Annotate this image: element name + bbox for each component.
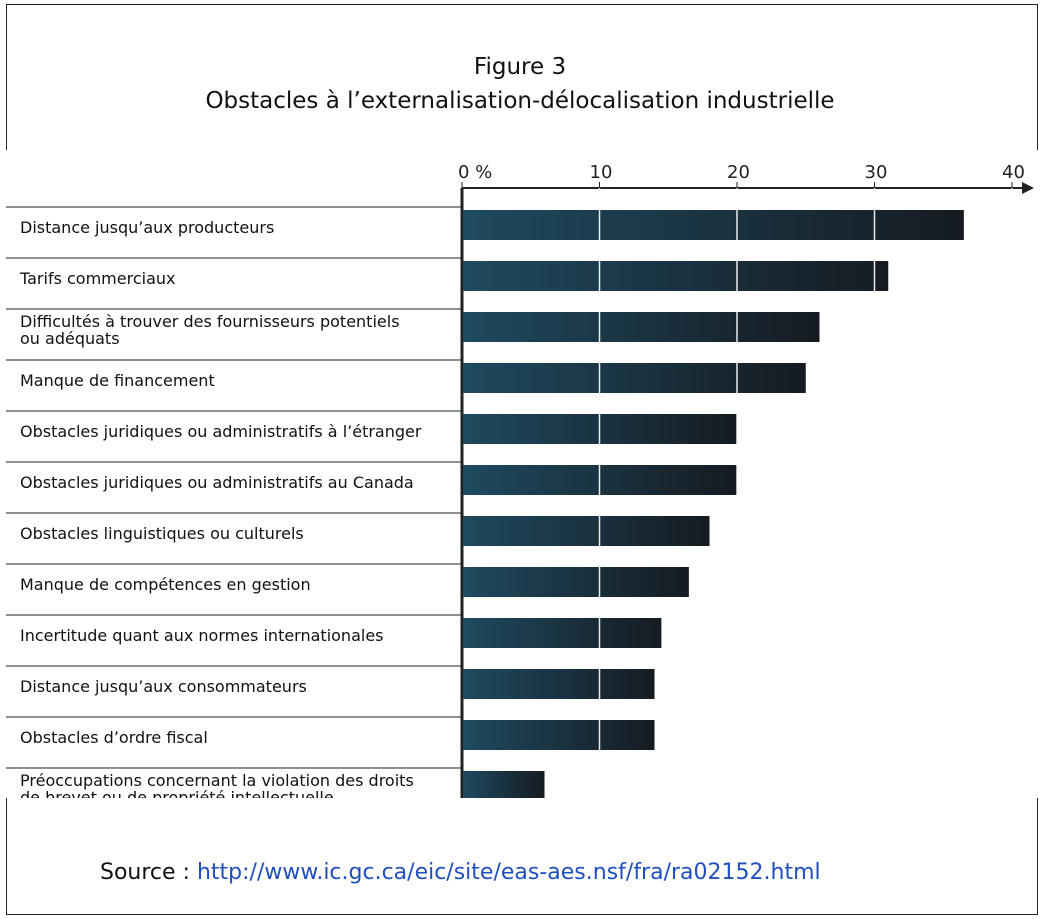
bar [463,210,964,240]
x-tick-label: 0 % [458,162,492,183]
bar [463,261,889,291]
bar [463,567,689,597]
category-label: Tarifs commerciaux [19,269,176,288]
category-label: Difficultés à trouver des fournisseurs p… [20,312,400,331]
source-line: Source : http://www.ic.gc.ca/eic/site/ea… [100,860,821,885]
source-label: Source : [100,860,197,885]
x-tick-label: 20 [727,162,750,183]
category-label: de brevet ou de propriété intellectuelle [20,788,334,798]
source-link[interactable]: http://www.ic.gc.ca/eic/site/eas-aes.nsf… [196,860,821,885]
category-label: Incertitude quant aux normes internation… [20,626,384,645]
category-label: Distance jusqu’aux producteurs [20,218,274,237]
bar [463,771,545,798]
x-axis-arrow [1022,182,1034,194]
bar [463,363,806,393]
figure-title: Obstacles à l’externalisation-délocalisa… [205,88,835,114]
x-tick-label: 30 [865,162,888,183]
category-label: Obstacles juridiques ou administratifs a… [20,473,414,492]
category-label: Manque de financement [20,371,215,390]
x-tick-label: 10 [590,162,613,183]
bar [463,618,662,648]
bar [463,720,655,750]
figure-number: Figure 3 [473,54,567,80]
figure-header-frame [6,4,1038,150]
category-label: Obstacles juridiques ou administratifs à… [20,422,422,441]
category-label: Préoccupations concernant la violation d… [20,771,414,790]
bar [463,312,820,342]
category-label: ou adéquats [20,329,120,348]
category-label: Manque de compétences en gestion [20,575,311,594]
category-label: Obstacles d’ordre fiscal [20,728,208,747]
bar [463,669,655,699]
figure-footer-frame [6,798,1038,915]
category-label: Distance jusqu’aux consommateurs [20,677,307,696]
category-label: Obstacles linguistiques ou culturels [20,524,304,543]
bar [463,516,710,546]
bar-chart: 0 % 10 20 30 40 Distance jusqu’aux producteur… [6,162,1034,798]
x-tick-label: 40 [1002,162,1025,183]
